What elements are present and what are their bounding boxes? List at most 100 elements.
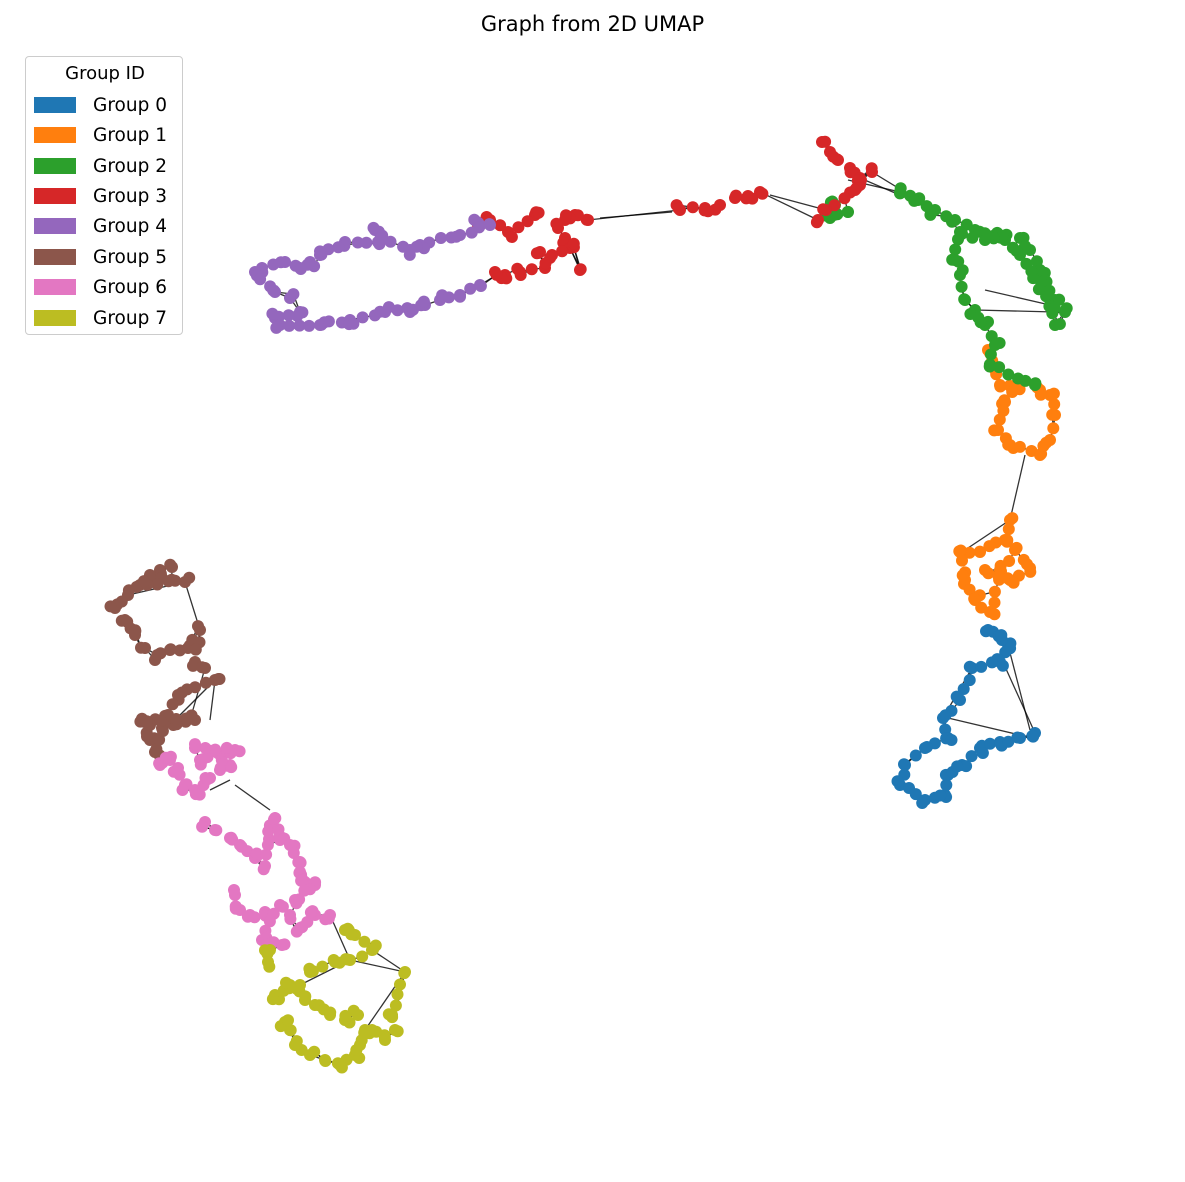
graph-node-group-4 — [434, 232, 447, 244]
graph-node-group-2 — [956, 264, 969, 277]
legend-item-group-4: Group 4 — [34, 214, 167, 238]
graph-node-group-6 — [159, 751, 172, 764]
graph-node-group-3 — [686, 201, 699, 214]
graph-edge — [1007, 644, 1031, 731]
legend-title: Group ID — [65, 63, 145, 84]
legend-item-group-0: Group 0 — [34, 93, 167, 117]
graph-node-group-3 — [756, 187, 769, 200]
graph-node-group-3 — [514, 269, 527, 281]
graph-node-group-6 — [304, 906, 317, 919]
graph-node-group-2 — [1029, 377, 1042, 390]
graph-node-group-4 — [294, 263, 307, 275]
graph-node-group-2 — [955, 280, 968, 293]
graph-node-group-6 — [173, 768, 186, 781]
graph-node-group-2 — [841, 205, 854, 218]
graph-node-group-0 — [960, 760, 973, 773]
graph-node-group-1 — [988, 585, 1001, 598]
graph-node-group-4 — [445, 231, 458, 244]
graph-node-group-4 — [374, 305, 386, 318]
graph-edge — [371, 949, 406, 973]
graph-node-group-4 — [266, 307, 279, 320]
graph-node-group-1 — [988, 608, 1001, 621]
graph-node-group-1 — [968, 592, 981, 605]
graph-node-group-5 — [154, 715, 167, 727]
graph-node-group-1 — [1034, 388, 1047, 401]
graph-node-group-5 — [164, 558, 177, 571]
graph-node-group-6 — [199, 742, 212, 754]
graph-node-group-0 — [957, 683, 970, 695]
graph-node-group-0 — [965, 750, 978, 763]
legend-item-group-7: Group 7 — [34, 306, 167, 330]
graph-node-group-6 — [298, 884, 311, 897]
graph-node-group-0 — [952, 692, 965, 705]
graph-node-group-1 — [983, 540, 996, 553]
graph-node-group-6 — [225, 761, 238, 774]
graph-node-group-6 — [319, 913, 332, 926]
graph-node-group-1 — [963, 583, 976, 596]
graph-node-group-5 — [213, 673, 226, 685]
graph-node-group-7 — [367, 943, 379, 956]
legend-label: Group 1 — [93, 124, 167, 146]
graph-node-group-6 — [201, 773, 214, 786]
graph-node-group-3 — [556, 245, 569, 258]
graph-node-group-1 — [994, 380, 1007, 393]
graph-node-group-2 — [1020, 257, 1033, 270]
graph-node-group-3 — [490, 268, 503, 281]
graph-node-group-7 — [398, 967, 411, 980]
graph-node-group-4 — [403, 248, 416, 261]
graph-node-group-7 — [356, 950, 369, 963]
graph-node-group-3 — [672, 202, 685, 215]
graph-node-group-5 — [104, 600, 117, 613]
graph-node-group-1 — [992, 569, 1005, 582]
legend-label: Group 3 — [93, 185, 167, 207]
graph-node-group-0 — [909, 749, 922, 762]
legend-label: Group 2 — [93, 155, 167, 177]
graph-node-group-0 — [963, 674, 976, 687]
graph-node-group-4 — [283, 319, 296, 332]
graph-node-group-6 — [196, 820, 209, 833]
graph-node-group-5 — [150, 743, 163, 756]
graph-node-group-4 — [367, 221, 380, 234]
graph-node-group-5 — [151, 578, 164, 591]
legend-label: Group 5 — [93, 246, 167, 268]
graph-node-group-2 — [993, 361, 1006, 374]
legend-item-group-6: Group 6 — [34, 275, 167, 299]
graph-node-group-2 — [982, 230, 995, 242]
graph-node-group-4 — [391, 304, 404, 317]
graph-node-group-6 — [228, 884, 240, 896]
graph-node-group-3 — [740, 192, 753, 205]
legend-swatch — [34, 249, 76, 265]
graph-node-group-1 — [998, 394, 1011, 407]
graph-node-group-0 — [975, 660, 988, 673]
graph-node-group-7 — [389, 999, 402, 1012]
graph-node-group-0 — [898, 758, 910, 771]
graph-edge — [974, 309, 1056, 313]
graph-node-group-7 — [303, 962, 316, 975]
graph-node-group-0 — [1026, 730, 1039, 742]
graph-edge — [984, 289, 1051, 306]
graph-node-group-3 — [567, 237, 580, 250]
graph-node-group-1 — [973, 545, 986, 558]
graph-node-group-2 — [1019, 374, 1032, 387]
graph-node-group-7 — [327, 954, 340, 966]
graph-node-group-1 — [1006, 386, 1019, 398]
legend-item-group-3: Group 3 — [34, 184, 167, 208]
legend-swatch — [34, 127, 76, 143]
graph-node-group-7 — [350, 1044, 363, 1057]
graph-node-group-7 — [394, 978, 406, 991]
graph-node-group-2 — [966, 231, 979, 244]
graph-node-group-6 — [257, 863, 270, 876]
graph-node-group-6 — [233, 745, 246, 758]
graph-node-group-4 — [374, 233, 387, 245]
graph-node-group-2 — [894, 182, 907, 195]
graph-node-group-5 — [196, 661, 208, 674]
graph-node-group-5 — [187, 659, 199, 672]
legend-item-group-2: Group 2 — [34, 154, 167, 178]
graph-node-group-4 — [270, 321, 283, 334]
graph-node-group-0 — [916, 797, 929, 809]
graph-node-group-4 — [417, 295, 430, 308]
graph-node-group-1 — [1013, 440, 1026, 453]
graph-node-group-5 — [141, 730, 153, 743]
graph-node-group-4 — [314, 245, 326, 258]
